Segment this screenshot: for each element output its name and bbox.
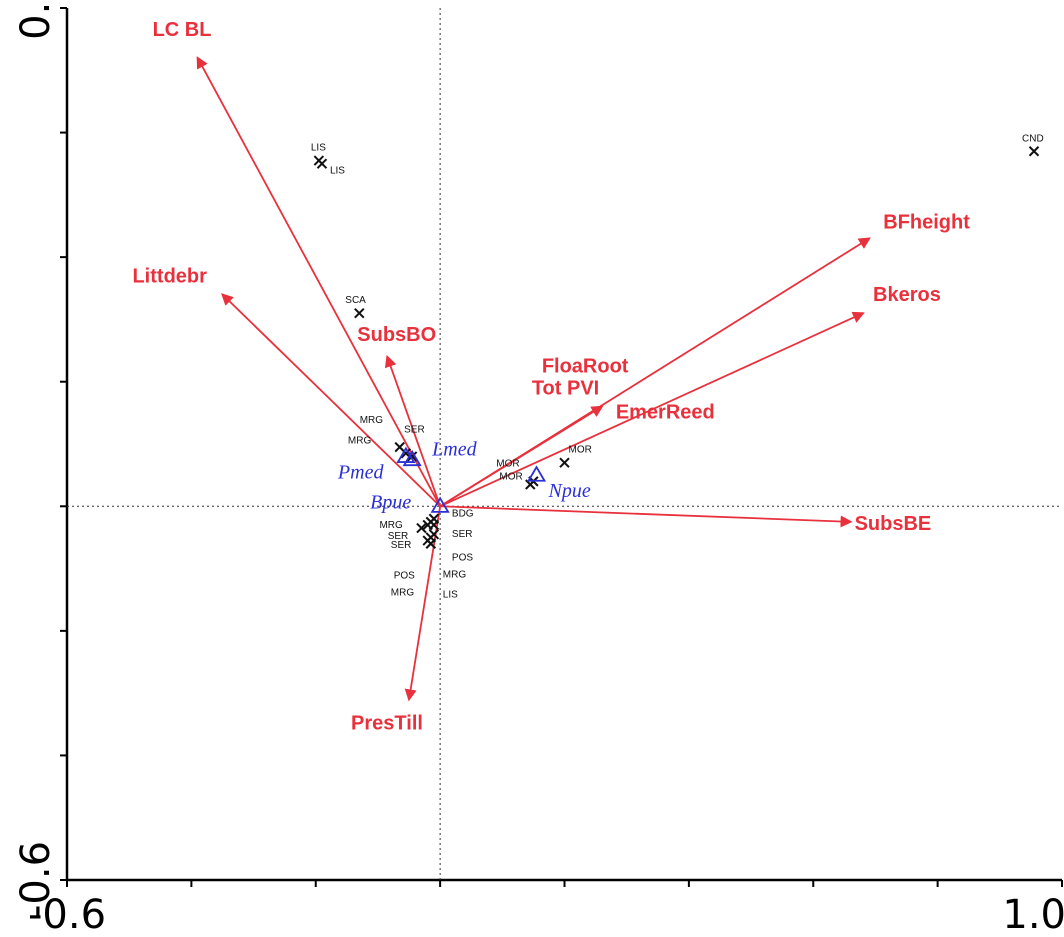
site-label: SER bbox=[452, 529, 473, 540]
site-label: POS bbox=[452, 552, 473, 563]
site-label: SER bbox=[391, 540, 412, 551]
env-arrow-label: PresTill bbox=[351, 712, 423, 734]
site-label: BDG bbox=[452, 509, 474, 520]
site-label: SER bbox=[404, 424, 425, 435]
site-label: POS bbox=[394, 571, 415, 582]
site-label: CND bbox=[1022, 133, 1044, 144]
x-tick-label: 1.0 bbox=[1002, 892, 1064, 937]
env-arrow bbox=[439, 237, 871, 508]
env-arrow-label: Bkeros bbox=[873, 284, 941, 306]
site-label: MRG bbox=[443, 569, 467, 580]
site-label: LIS bbox=[311, 143, 326, 154]
env-arrow-label: SubsBE bbox=[855, 513, 932, 535]
env-arrow-label: FloaRoot bbox=[542, 356, 629, 378]
site-label: MRG bbox=[348, 435, 372, 446]
site-label: MRG bbox=[391, 588, 415, 599]
site-marker bbox=[354, 307, 365, 319]
site-label: MRG bbox=[379, 520, 403, 531]
site-label: MOR bbox=[569, 445, 592, 456]
site-label: SCA bbox=[345, 295, 366, 306]
env-arrow bbox=[440, 505, 853, 528]
site-label: MOR bbox=[496, 458, 519, 469]
env-arrow-label: LC BL bbox=[153, 19, 212, 41]
env-arrow bbox=[404, 506, 442, 702]
species-label: Npue bbox=[548, 480, 591, 502]
site-marker bbox=[316, 158, 328, 169]
env-arrow bbox=[221, 293, 441, 507]
env-arrow-label: EmerReed bbox=[616, 402, 715, 424]
site-marker bbox=[559, 457, 570, 468]
site-label: LIS bbox=[330, 166, 345, 177]
env-arrow bbox=[384, 354, 441, 507]
site-label: MRG bbox=[360, 415, 384, 426]
species-marker bbox=[402, 449, 422, 467]
species-label: Lmed bbox=[431, 439, 477, 461]
env-arrow bbox=[439, 311, 865, 508]
env-arrow bbox=[196, 56, 441, 507]
species-label: Pmed bbox=[337, 461, 385, 483]
y-tick-label: -0.6 bbox=[13, 841, 59, 919]
site-marker bbox=[1028, 146, 1040, 157]
species-label: Bpue bbox=[370, 491, 411, 513]
env-arrow-label: Tot PVI bbox=[532, 378, 599, 400]
env-arrow-label: BFheight bbox=[883, 211, 970, 233]
species-marker bbox=[430, 496, 450, 513]
site-label: SER bbox=[388, 531, 409, 542]
y-tick-label: 0.8 bbox=[13, 0, 59, 40]
species-marker bbox=[396, 446, 416, 463]
site-marker bbox=[428, 519, 440, 531]
site-label: LIS bbox=[443, 590, 458, 601]
species-marker bbox=[526, 465, 547, 482]
site-marker bbox=[416, 522, 427, 534]
site-marker bbox=[425, 538, 437, 549]
env-arrow-label: Littdebr bbox=[132, 266, 207, 288]
site-label: MOR bbox=[499, 471, 522, 482]
env-arrow-label: SubsBO bbox=[357, 324, 436, 346]
x-tick-label: -0.6 bbox=[28, 892, 106, 937]
